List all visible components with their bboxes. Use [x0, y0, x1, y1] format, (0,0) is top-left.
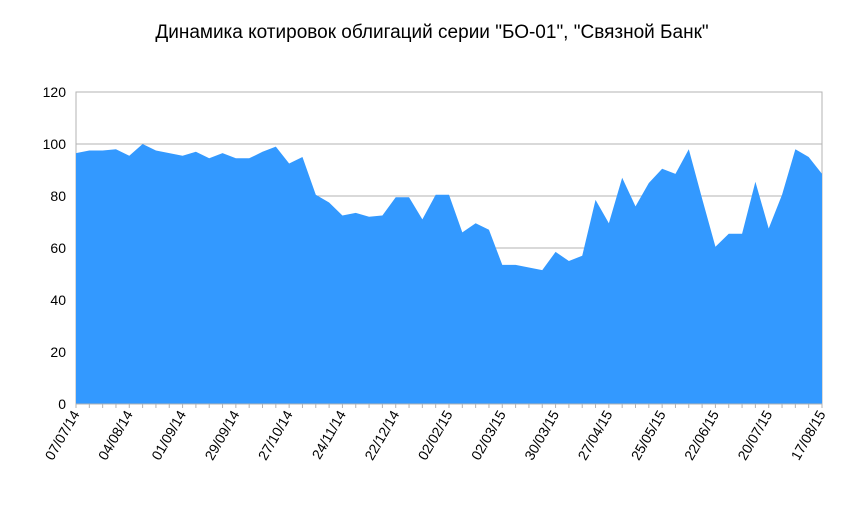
y-tick-label-0: 0 — [58, 396, 66, 412]
y-tick-label-120: 120 — [43, 84, 67, 100]
x-tick-label-10: 27/04/15 — [574, 407, 615, 462]
chart-title: Динамика котировок облигаций серии "БО-0… — [155, 22, 709, 43]
y-tick-label-40: 40 — [50, 292, 66, 308]
y-tick-label-100: 100 — [43, 136, 67, 152]
x-tick-label-8: 02/03/15 — [468, 407, 509, 462]
y-tick-label-20: 20 — [50, 344, 66, 360]
area-series — [76, 144, 822, 404]
x-tick-label-3: 29/09/14 — [201, 407, 242, 462]
x-tick-label-12: 22/06/15 — [681, 407, 722, 462]
x-tick-label-5: 24/11/14 — [308, 407, 349, 461]
x-tick-label-11: 25/05/15 — [628, 407, 669, 462]
x-tick-label-0: 07/07/14 — [41, 407, 82, 462]
x-tick-label-1: 04/08/14 — [95, 407, 136, 462]
x-tick-label-14: 17/08/15 — [787, 407, 828, 462]
x-tick-label-9: 30/03/15 — [521, 407, 562, 462]
x-tick-label-4: 27/10/14 — [255, 407, 296, 462]
y-tick-label-80: 80 — [50, 188, 66, 204]
y-tick-label-60: 60 — [50, 240, 66, 256]
x-tick-label-6: 22/12/14 — [361, 407, 402, 462]
x-tick-label-7: 02/02/15 — [414, 407, 455, 462]
x-tick-label-13: 20/07/15 — [734, 407, 775, 462]
x-tick-label-2: 01/09/14 — [148, 407, 189, 462]
